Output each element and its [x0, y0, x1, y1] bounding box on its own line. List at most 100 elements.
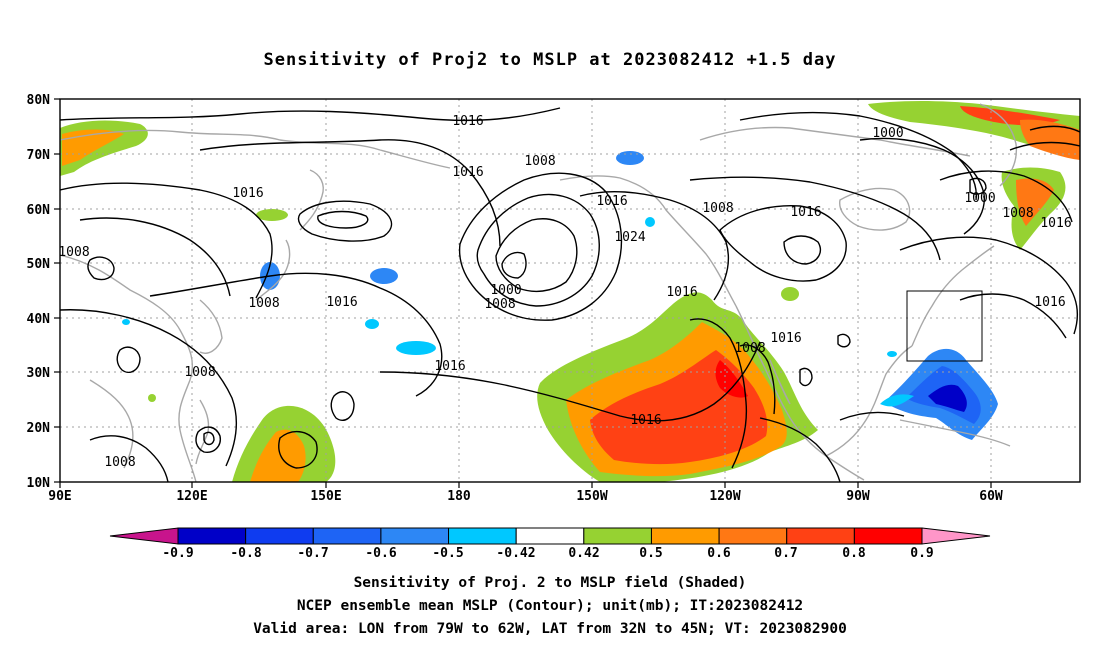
contour-label: 1016 — [452, 114, 483, 129]
lat-label: 40N — [27, 312, 51, 327]
negative-patch-alaska — [645, 217, 655, 227]
colorbar-box — [515, 527, 585, 545]
lon-label: 60W — [979, 489, 1003, 504]
contour-pacific-low-3 — [330, 391, 355, 422]
lat-label: 80N — [27, 93, 51, 108]
lon-label: 90E — [48, 489, 71, 504]
colorbar-box — [177, 527, 247, 545]
positive-patch-great-lakes — [781, 287, 799, 301]
contour-pacific-1016-b — [60, 309, 237, 467]
colorbar-label: 0.42 — [568, 546, 599, 560]
contour-label: 1024 — [614, 230, 645, 245]
contour-caribbean — [839, 411, 905, 421]
contour-mexico-1008 — [689, 318, 748, 469]
contour-greenland-1000-a — [739, 111, 977, 201]
negative-patch-gulf — [887, 351, 897, 357]
contour-west-pacific-small-inner — [203, 431, 215, 446]
colorbar-labels: -0.9 -0.8 -0.7 -0.6 -0.5 -0.42 0.42 0.5 … — [162, 546, 933, 560]
coast-baja — [769, 359, 791, 405]
positive-patch-bering — [256, 209, 288, 221]
mslp-contours — [60, 107, 1080, 482]
contour-atlantic-small — [837, 333, 851, 348]
contour-aleutian-low-inner — [317, 210, 369, 229]
colorbar-label: -0.9 — [162, 546, 193, 560]
contour-label: 1016 — [434, 359, 465, 374]
contour-label: 1008 — [524, 154, 555, 169]
plot-frame — [59, 98, 1081, 483]
contour-greenland-1000-b — [859, 137, 985, 235]
contour-label: 1008 — [248, 296, 279, 311]
coast-korea — [199, 299, 223, 354]
lat-label: 60N — [27, 203, 51, 218]
sensitivity-map: 1016 1008 1016 1016 1000 1000 1008 1016 … — [27, 93, 1081, 560]
caption-contour: NCEP ensemble mean MSLP (Contour); unit(… — [296, 598, 804, 614]
colorbar-label: -0.42 — [496, 546, 535, 560]
contour-label: 1008 — [184, 365, 215, 380]
lat-label: 10N — [27, 476, 51, 491]
positive-patch-philippine — [148, 394, 156, 402]
contour-label: 1016 — [770, 331, 801, 346]
colorbar-box — [650, 527, 720, 545]
colorbar-label: 0.6 — [707, 546, 731, 560]
contour-label: 1016 — [630, 413, 661, 428]
contour-subtropic-1016 — [379, 341, 761, 422]
contour-pacific-1016-a — [149, 272, 443, 397]
coast-greenland — [979, 103, 1018, 187]
negative-patch-arctic — [616, 151, 644, 165]
lon-label: 180 — [447, 489, 471, 504]
colorbar-box — [853, 527, 923, 545]
negative-patch-north-pacific-3 — [365, 319, 379, 329]
grid-lines — [60, 99, 1080, 482]
contour-label: 1008 — [702, 201, 733, 216]
lon-label: 150W — [576, 489, 607, 504]
positive-region-west-pacific-core — [250, 429, 306, 482]
contour-high-1024-mid — [476, 193, 600, 307]
axis-ticks — [54, 98, 992, 488]
colorbar-label: -0.7 — [297, 546, 328, 560]
lat-label: 30N — [27, 366, 51, 381]
coast-central-america — [825, 455, 865, 481]
contour-high-center — [501, 251, 527, 279]
lat-label: 50N — [27, 257, 51, 272]
colorbar-min-arrow — [109, 527, 179, 545]
coast-alaska — [559, 175, 737, 307]
coast-kamchatka — [299, 169, 324, 231]
colorbar-label: 0.8 — [842, 546, 866, 560]
contour-north-atlantic-low — [1009, 141, 1080, 151]
coast-caribbean — [899, 419, 1011, 447]
contour-atlantic-1016 — [899, 236, 1078, 335]
contour-atlantic-small-2 — [799, 367, 813, 387]
lon-label: 120E — [176, 489, 207, 504]
contour-west-pacific-small — [195, 426, 221, 453]
contour-asia-1008 — [79, 217, 231, 297]
coast-siberia — [60, 129, 451, 169]
contour-canada-1008 — [689, 176, 941, 261]
colorbar-box — [786, 527, 855, 545]
coast-indochina — [89, 379, 134, 469]
contour-canada-inner — [783, 235, 822, 265]
contour-mexico-1008-b — [739, 344, 776, 415]
contour-aleutian-low-outer — [297, 200, 393, 242]
coast-canada-arctic — [699, 126, 971, 157]
contour-label: 1000 — [964, 191, 995, 206]
valid-area-box — [906, 290, 983, 362]
contour-label: 1016 — [596, 194, 627, 209]
contour-label: 1008 — [1002, 206, 1033, 221]
contour-label: 1008 — [734, 341, 765, 356]
caption-valid-area: Valid area: LON from 79W to 62W, LAT fro… — [253, 621, 847, 637]
contour-gulf-1008 — [759, 417, 841, 482]
contour-atlantic-1008 — [939, 170, 1073, 223]
lon-label: 150E — [310, 489, 341, 504]
colorbar-box — [312, 527, 382, 545]
positive-region-east-pacific-peak — [715, 360, 748, 398]
negative-patch-north-pacific-2 — [396, 341, 436, 355]
colorbar-box — [583, 527, 652, 545]
contour-high-1024-outer — [458, 172, 623, 321]
contour-alaska-1016 — [579, 190, 730, 301]
contour-label: 1008 — [484, 297, 515, 312]
contour-atlantic-east — [959, 293, 1067, 339]
longitude-labels: 90E 120E 150E 180 150W 120W 90W 60W — [48, 489, 1003, 504]
contour-label: 1016 — [1034, 295, 1065, 310]
contour-label: 1000 — [490, 283, 521, 298]
negative-patch-north-pacific-1 — [370, 268, 398, 284]
